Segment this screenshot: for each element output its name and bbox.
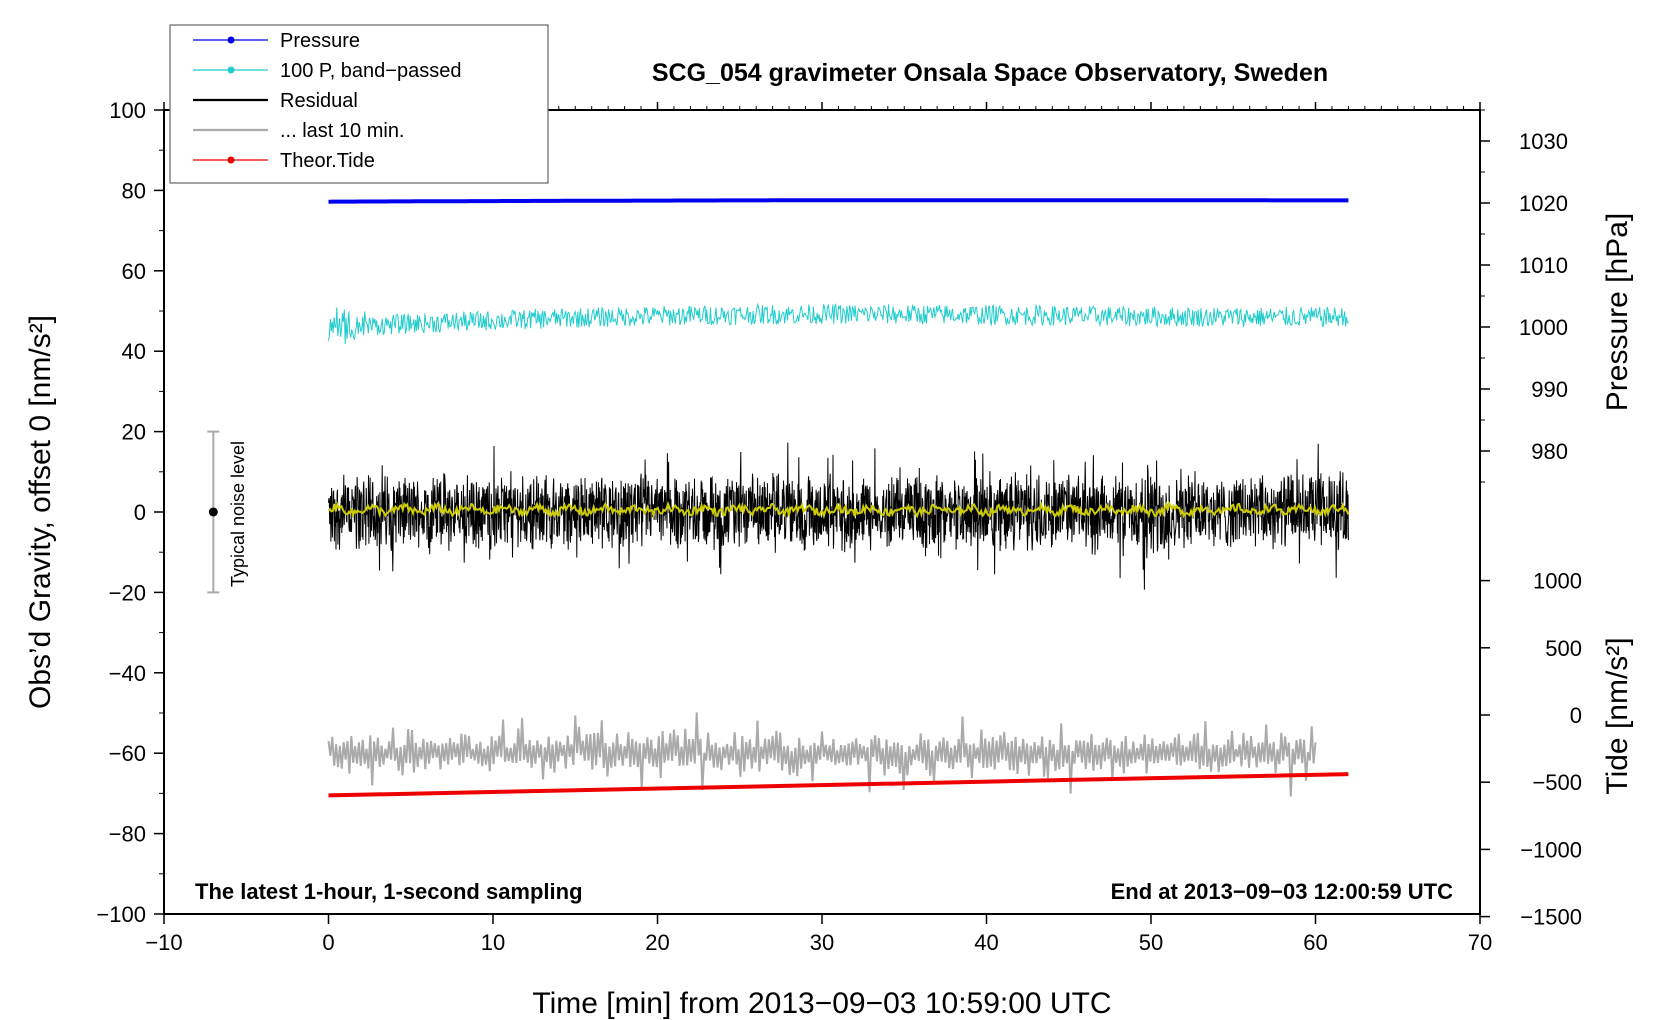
x-tick-label: 30 <box>810 930 834 955</box>
y-tick-label: −20 <box>109 580 146 605</box>
y-axis-label-pressure: Pressure [hPa] <box>1601 213 1634 411</box>
tide-tick-label: −1500 <box>1520 905 1582 930</box>
y-tick-label: 20 <box>122 420 146 445</box>
tide-axis-ticks: 1000 500 0 −500 −1000 −1500 <box>1480 569 1582 930</box>
pressure-tick-label: 1010 <box>1519 253 1568 278</box>
tide-tick-label: 1000 <box>1533 569 1582 594</box>
x-tick-label: 50 <box>1139 930 1163 955</box>
noise-bar-center <box>208 507 218 517</box>
legend-label: Residual <box>280 90 358 112</box>
series-band-passed <box>328 302 1349 345</box>
series-layer <box>327 198 1350 798</box>
tide-tick-label: −1000 <box>1520 837 1582 862</box>
y-tick-label: 100 <box>109 98 146 123</box>
pressure-axis-ticks: 1030 1020 1010 1000 990 980 <box>1480 109 1568 483</box>
y-axis-ticks: 100 80 60 40 20 0 −20 −40 −60 −80 −100 <box>96 98 164 927</box>
series-residual <box>328 442 1349 590</box>
pressure-tick-label: 990 <box>1531 377 1568 402</box>
legend-label: 100 P, band−passed <box>280 60 461 82</box>
series-last-10-min <box>327 712 1317 797</box>
minor-ticks <box>159 106 1481 915</box>
x-axis-label: Time [min] from 2013−09−03 10:59:00 UTC <box>532 987 1111 1020</box>
legend-label: Pressure <box>280 30 360 52</box>
y-tick-label: 80 <box>122 178 146 203</box>
x-tick-label: 40 <box>974 930 998 955</box>
y-tick-label: −100 <box>96 902 146 927</box>
legend-marker <box>227 66 235 74</box>
corner-label-left: The latest 1-hour, 1-second sampling <box>195 879 583 904</box>
x-tick-label: −10 <box>145 930 182 955</box>
corner-label-right: End at 2013−09−03 12:00:59 UTC <box>1111 879 1454 904</box>
series-pressure <box>328 198 1349 204</box>
series-theor-tide <box>328 772 1349 798</box>
tide-tick-label: −500 <box>1532 770 1582 795</box>
noise-label: Typical noise level <box>228 441 248 587</box>
tide-tick-label: 500 <box>1545 636 1582 661</box>
tide-tick-label: 0 <box>1570 703 1582 728</box>
y-tick-label: −40 <box>109 661 146 686</box>
legend: Pressure 100 P, band−passed Residual ... la… <box>169 24 549 184</box>
legend-marker <box>227 156 235 164</box>
chart-title: SCG_054 gravimeter Onsala Space Observat… <box>652 59 1328 87</box>
legend-marker <box>227 36 235 44</box>
x-axis-ticks: −10 0 10 20 30 40 50 60 70 <box>145 102 1492 955</box>
noise-bar <box>207 430 220 594</box>
y-tick-label: −80 <box>109 822 146 847</box>
pressure-tick-label: 980 <box>1531 439 1568 464</box>
x-tick-label: 60 <box>1303 930 1327 955</box>
legend-box <box>169 24 549 184</box>
x-tick-label: 20 <box>645 930 669 955</box>
pressure-tick-label: 1030 <box>1519 129 1568 154</box>
y-tick-label: 60 <box>122 259 146 284</box>
y-tick-label: 40 <box>122 339 146 364</box>
legend-label: Theor.Tide <box>280 150 375 172</box>
y-axis-label-left: Obs’d Gravity, offset 0 [nm/s²] <box>24 315 57 709</box>
y-axis-label-tide: Tide [nm/s²] <box>1601 637 1634 794</box>
series-residual-smoothed <box>327 500 1350 520</box>
y-tick-label: −60 <box>109 741 146 766</box>
x-tick-label: 70 <box>1468 930 1492 955</box>
pressure-tick-label: 1020 <box>1519 191 1568 216</box>
y-tick-label: 0 <box>134 500 146 525</box>
pressure-tick-label: 1000 <box>1519 315 1568 340</box>
legend-label: ... last 10 min. <box>280 120 405 142</box>
x-tick-label: 0 <box>322 930 334 955</box>
x-tick-label: 10 <box>481 930 505 955</box>
